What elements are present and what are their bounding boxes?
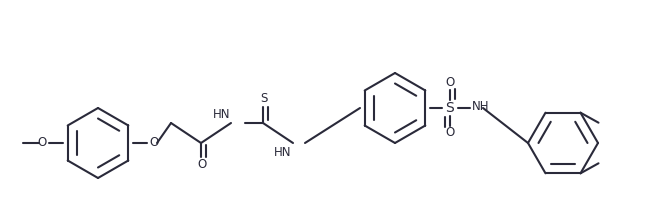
Text: O: O	[445, 77, 455, 89]
Text: O: O	[38, 137, 47, 149]
Text: S: S	[446, 101, 454, 115]
Text: O: O	[445, 127, 455, 139]
Text: NH: NH	[472, 100, 489, 113]
Text: S: S	[260, 92, 267, 106]
Text: HN: HN	[212, 107, 230, 120]
Text: O: O	[149, 137, 158, 149]
Text: O: O	[197, 159, 206, 172]
Text: HN: HN	[273, 146, 291, 159]
